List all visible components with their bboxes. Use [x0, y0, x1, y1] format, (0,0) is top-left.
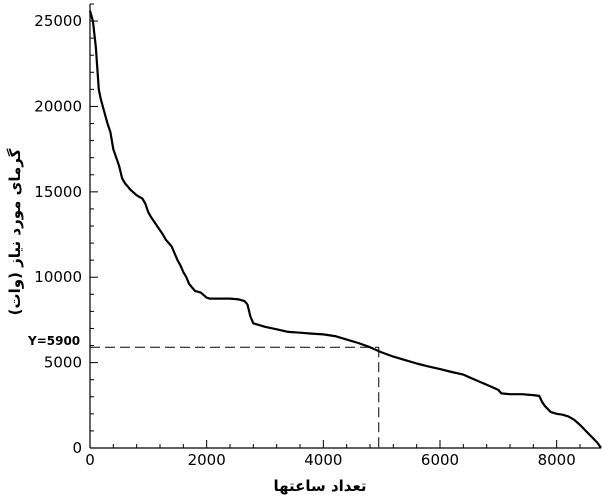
- x-tick-label: 8000: [538, 451, 576, 469]
- y-tick-label: 15000: [34, 183, 82, 201]
- x-tick-label: 4000: [304, 451, 342, 469]
- series-line-0: [88, 10, 602, 449]
- y-tick-label: 10000: [34, 268, 82, 286]
- y-tick-label: 25000: [34, 12, 82, 30]
- y-tick-label: 5000: [44, 354, 82, 372]
- y-axis-title: گرمای مورد نیاز (وات): [6, 148, 24, 315]
- x-tick-label: 6000: [421, 451, 459, 469]
- y-tick-label: 20000: [34, 97, 82, 115]
- x-axis-title: تعداد ساعتها: [273, 477, 366, 495]
- plot-area: 0 2000 4000 6000 8000 0 5000 10000 15000 20000 250…: [34, 3, 602, 469]
- x-tick-label: 0: [85, 451, 95, 469]
- x-tick-label: 2000: [188, 451, 226, 469]
- y-tick-label: 0: [72, 439, 82, 457]
- annotation-label: Y=5900: [27, 334, 80, 348]
